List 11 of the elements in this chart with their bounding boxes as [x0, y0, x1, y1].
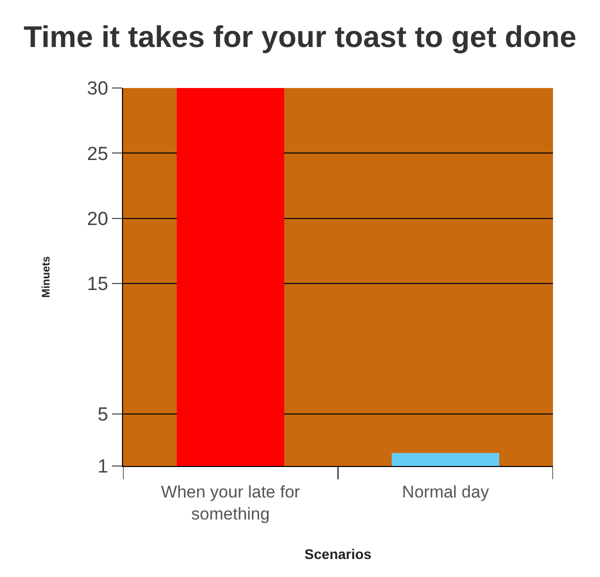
- chart-title: Time it takes for your toast to get done: [24, 20, 576, 54]
- y-tick-label: 5: [98, 404, 108, 426]
- y-tick-label: 30: [87, 78, 108, 100]
- x-tick-label: When your late for something: [161, 482, 300, 524]
- y-tick-label: 1: [98, 456, 108, 478]
- y-axis-title: Minuets: [40, 256, 53, 298]
- y-tick-label: 15: [87, 274, 108, 296]
- x-tick-label: Normal day: [402, 482, 490, 502]
- x-axis-title: Scenarios: [304, 546, 372, 562]
- y-tick-label: 20: [87, 208, 108, 230]
- y-tick-label: 25: [87, 144, 108, 165]
